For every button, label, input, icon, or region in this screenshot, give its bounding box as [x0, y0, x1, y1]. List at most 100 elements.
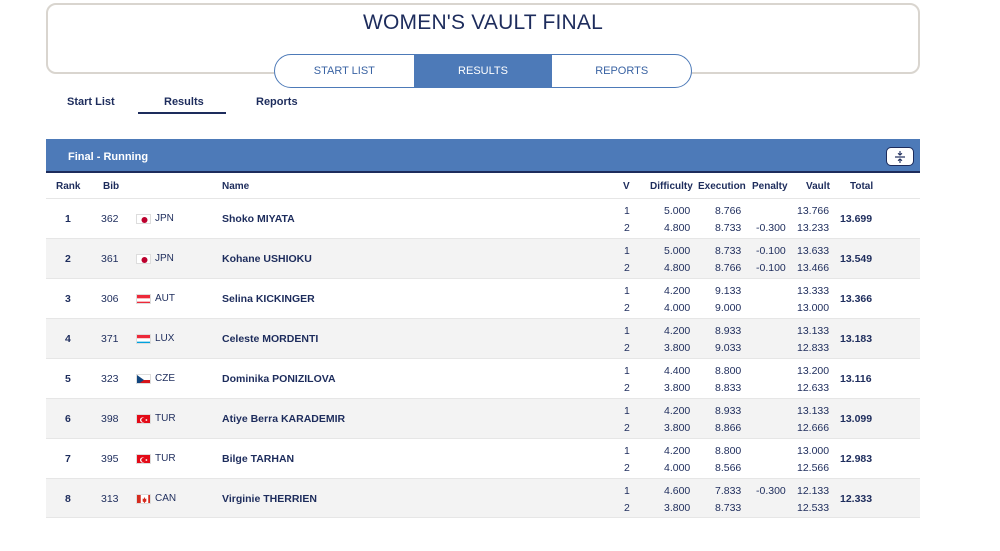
vault-score: 13.200 [797, 365, 830, 377]
noc: CAN [155, 493, 177, 504]
col-difficulty: Difficulty [650, 181, 693, 192]
total-score: 13.699 [840, 213, 873, 225]
difficulty: 4.600 [664, 485, 691, 497]
rank: 6 [65, 413, 71, 425]
total-score: 13.099 [840, 413, 873, 425]
difficulty: 4.800 [664, 262, 691, 274]
execution: 9.000 [715, 302, 742, 314]
rank: 3 [65, 293, 71, 305]
noc: LUX [155, 333, 175, 344]
vault-score: 12.666 [797, 422, 830, 434]
athlete-name[interactable]: Celeste MORDENTI [222, 333, 319, 345]
execution: 8.766 [715, 205, 742, 217]
penalty: -0.100 [756, 245, 786, 257]
table-row[interactable]: 7 395 TUR Bilge TARHAN 1 2 4.200 4.000 8… [46, 438, 920, 478]
athlete-name[interactable]: Virginie THERRIEN [222, 493, 317, 505]
subtab-reports[interactable]: Reports [256, 96, 298, 108]
subtab-start-list[interactable]: Start List [67, 96, 115, 108]
total-score: 13.549 [840, 253, 873, 265]
athlete-name[interactable]: Kohane USHIOKU [222, 253, 312, 265]
vault-number: 2 [624, 462, 630, 474]
noc: JPN [155, 253, 174, 264]
table-row[interactable]: 5 323 CZE Dominika PONIZILOVA 1 2 4.400 … [46, 358, 920, 398]
athlete-name[interactable]: Shoko MIYATA [222, 213, 295, 225]
difficulty: 4.000 [664, 302, 691, 314]
collapse-button[interactable] [886, 147, 914, 166]
penalty: -0.300 [756, 222, 786, 234]
table-row[interactable]: 2 361 JPN Kohane USHIOKU 1 2 5.000 4.800… [46, 238, 920, 278]
page-title: WOMEN'S VAULT FINAL [362, 11, 603, 34]
vault-score: 12.566 [797, 462, 830, 474]
tab-reports[interactable]: REPORTS [595, 65, 649, 77]
athlete-name[interactable]: Bilge TARHAN [222, 453, 295, 465]
athlete-name[interactable]: Atiye Berra KARADEMIR [222, 413, 346, 425]
flag-can-icon [136, 494, 151, 504]
vault-score: 13.133 [797, 325, 830, 337]
subtab-results[interactable]: Results [164, 96, 204, 108]
athlete-name[interactable]: Dominika PONIZILOVA [222, 373, 336, 385]
table-row[interactable]: 1 362 JPN Shoko MIYATA 1 2 5.000 4.800 8… [46, 198, 920, 238]
noc: JPN [155, 213, 174, 224]
vault-number: 1 [624, 365, 630, 377]
difficulty: 4.200 [664, 325, 691, 337]
vault-number: 1 [624, 405, 630, 417]
col-name[interactable]: Name [222, 181, 250, 192]
vault-score: 12.633 [797, 382, 830, 394]
penalty: -0.300 [756, 485, 786, 497]
collapse-vertical-icon [895, 150, 905, 163]
vault-score: 13.633 [797, 245, 830, 257]
vault-score: 13.133 [797, 405, 830, 417]
tab-results[interactable]: RESULTS [413, 55, 553, 87]
vault-number: 1 [624, 445, 630, 457]
table-row[interactable]: 3 306 AUT Selina KICKINGER 1 2 4.200 4.0… [46, 278, 920, 318]
execution: 9.033 [715, 342, 742, 354]
difficulty: 5.000 [664, 205, 691, 217]
execution: 8.733 [715, 222, 742, 234]
bib: 398 [101, 413, 119, 425]
execution: 8.733 [715, 502, 742, 514]
vault-score: 12.533 [797, 502, 830, 514]
rank: 7 [65, 453, 71, 465]
total-score: 12.333 [840, 493, 873, 505]
vault-score: 13.766 [797, 205, 830, 217]
rank: 4 [65, 333, 71, 345]
difficulty: 4.000 [664, 462, 691, 474]
table-row[interactable]: 6 398 TUR Atiye Berra KARADEMIR 1 2 4.20… [46, 398, 920, 438]
execution: 8.566 [715, 462, 742, 474]
difficulty: 4.400 [664, 365, 691, 377]
col-total[interactable]: Total [850, 181, 874, 192]
vault-score: 13.000 [797, 302, 830, 314]
bib: 362 [101, 213, 119, 225]
difficulty: 4.200 [664, 405, 691, 417]
difficulty: 4.200 [664, 285, 691, 297]
vault-number: 2 [624, 222, 630, 234]
noc: TUR [155, 413, 176, 424]
col-rank[interactable]: Rank [56, 181, 81, 192]
table-row[interactable]: 8 313 CAN Virginie THERRIEN 1 2 4.600 3.… [46, 478, 920, 518]
execution: 8.866 [715, 422, 742, 434]
rank: 8 [65, 493, 71, 505]
flag-jpn-icon [136, 254, 151, 264]
difficulty: 5.000 [664, 245, 691, 257]
tab-start-list[interactable]: START LIST [313, 65, 375, 77]
difficulty: 4.800 [664, 222, 691, 234]
athlete-name[interactable]: Selina KICKINGER [222, 293, 315, 305]
vault-score: 13.466 [797, 262, 830, 274]
flag-aut-icon [136, 294, 151, 304]
execution: 8.766 [715, 262, 742, 274]
vault-score: 13.000 [797, 445, 830, 457]
results-panel-header: Final - Running [46, 139, 920, 173]
vault-score: 12.833 [797, 342, 830, 354]
difficulty: 3.800 [664, 422, 691, 434]
total-score: 13.116 [840, 373, 872, 385]
vault-number: 2 [624, 382, 630, 394]
bib: 313 [101, 493, 119, 505]
main-tabs: START LIST RESULTS REPORTS [274, 54, 692, 88]
penalty: -0.100 [756, 262, 786, 274]
table-row[interactable]: 4 371 LUX Celeste MORDENTI 1 2 4.200 3.8… [46, 318, 920, 358]
bib: 395 [101, 453, 119, 465]
noc: CZE [155, 373, 175, 384]
col-bib[interactable]: Bib [103, 181, 120, 192]
difficulty: 3.800 [664, 502, 691, 514]
vault-score: 13.233 [797, 222, 830, 234]
